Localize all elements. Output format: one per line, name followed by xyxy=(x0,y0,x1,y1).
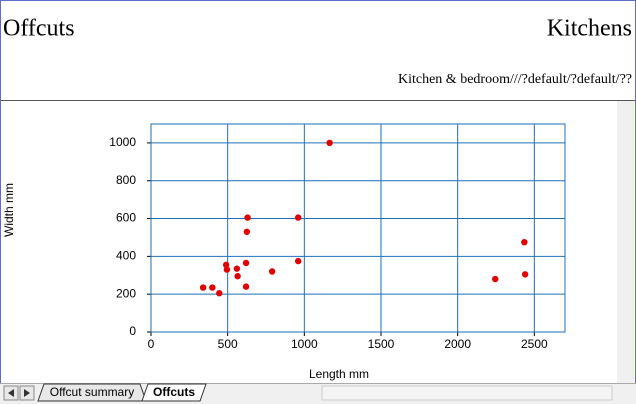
point xyxy=(243,228,251,235)
chart: 0 500 1000 1500 2000 2500 0 200 400 600 800 1000 Len… xyxy=(2,123,566,381)
point xyxy=(209,284,216,291)
tab-label: Offcuts xyxy=(153,385,195,399)
x-tick-label: 1500 xyxy=(368,337,395,351)
point xyxy=(268,268,276,275)
plot-frame xyxy=(150,123,566,333)
x-tick-label: 2000 xyxy=(444,337,471,351)
y-axis-label: Width mm xyxy=(2,183,16,237)
tab-label: Offcut summary xyxy=(50,385,134,399)
tab-active[interactable] xyxy=(141,383,207,402)
y-tick-label: 600 xyxy=(116,211,136,225)
point xyxy=(223,266,231,273)
point xyxy=(295,257,302,265)
point xyxy=(216,290,223,297)
point xyxy=(233,265,241,272)
arrow-icon xyxy=(24,389,30,397)
point xyxy=(199,284,207,291)
y-tick-label: 0 xyxy=(129,324,136,338)
point xyxy=(242,259,250,267)
y-tick-label: 800 xyxy=(116,173,136,187)
subtitle: Kitchen & bedroom///?default/?default/?? xyxy=(398,72,632,87)
y-tick-label: 1000 xyxy=(109,135,136,149)
point xyxy=(234,273,241,280)
y-tick-label: 200 xyxy=(116,286,136,300)
point xyxy=(295,214,302,221)
x-tick-label: 0 xyxy=(148,337,155,351)
company-title: Kitchens xyxy=(547,16,632,42)
point xyxy=(492,275,499,283)
point xyxy=(244,214,251,221)
point xyxy=(242,283,250,290)
x-tick-label: 2500 xyxy=(521,337,548,351)
point xyxy=(222,261,230,269)
point xyxy=(521,238,528,246)
sheet-title: Offcuts xyxy=(3,16,75,42)
arrow-icon xyxy=(8,389,14,397)
tab[interactable] xyxy=(37,383,147,402)
point xyxy=(521,271,529,278)
x-tick-label: 1000 xyxy=(291,337,318,351)
x-tick-label: 500 xyxy=(218,337,238,351)
x-axis-label: Length mm xyxy=(309,367,369,381)
vertical-scrollbar[interactable] xyxy=(617,101,634,383)
point xyxy=(326,139,333,147)
horizontal-scrollbar[interactable] xyxy=(321,385,613,401)
y-tick-label: 400 xyxy=(116,249,136,263)
